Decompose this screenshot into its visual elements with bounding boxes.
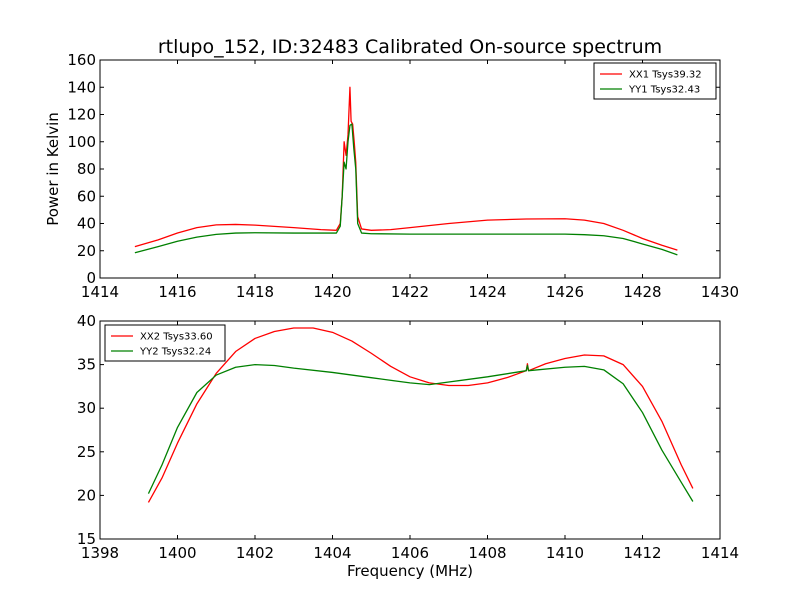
y-tick-label: 20	[77, 242, 96, 260]
x-tick-label: 1426	[546, 283, 584, 301]
y-tick-label: 25	[77, 443, 96, 461]
series-line-1	[147, 327, 694, 503]
x-tick-label: 1420	[313, 283, 351, 301]
y-tick-label: 120	[67, 106, 96, 124]
x-tick-label: 1412	[623, 544, 661, 562]
legend-box	[593, 62, 717, 100]
legend-label: YY2 Tsys32.24	[139, 347, 211, 358]
x-tick-label: 1404	[313, 544, 351, 562]
x-tick-label: 1422	[391, 283, 429, 301]
x-tick-label: 1414	[701, 544, 739, 562]
x-tick-label: 1400	[158, 544, 196, 562]
y-tick-label: 140	[67, 78, 96, 96]
subplot-1: 1414 1416 1418 1420 1422 1424 1426 1428 1430 0 20 4…	[67, 51, 739, 301]
y-tick-label: 80	[77, 160, 96, 178]
x-tick-label: 1414	[81, 283, 119, 301]
legend-label: XX2 Tsys33.60	[140, 332, 213, 343]
y-tick-label: 35	[77, 356, 96, 374]
x-tick-label: 1408	[468, 544, 506, 562]
legend: XX1 Tsys39.32 YY1 Tsys32.43	[593, 62, 717, 100]
x-tick-label: 1428	[623, 283, 661, 301]
series-line-2	[134, 123, 678, 256]
y-tick-label: 30	[77, 399, 96, 417]
x-tick-label: 1416	[158, 283, 196, 301]
y-tick-label: 15	[77, 530, 96, 548]
series-line-1	[134, 86, 678, 251]
x-tick-label: 1410	[546, 544, 584, 562]
x-tick-label: 1418	[236, 283, 274, 301]
chart-title: rtlupo_152, ID:32483 Calibrated On-sourc…	[158, 36, 662, 58]
x-tick-label: 1430	[701, 283, 739, 301]
x-tick-label: 1424	[468, 283, 506, 301]
subplot-2: 1398 1400 1402 1404 1406 1408 1410 1412 1414 15 20…	[77, 312, 739, 562]
x-tick-label: 1402	[236, 544, 274, 562]
y-axis-label-top: Power in Kelvin	[44, 112, 62, 226]
y-tick-label: 40	[77, 312, 96, 330]
y-tick-label: 100	[67, 133, 96, 151]
y-tick-label: 60	[77, 187, 96, 205]
x-axis-label: Frequency (MHz)	[347, 562, 473, 580]
legend-label: XX1 Tsys39.32	[629, 70, 702, 81]
y-tick-label: 160	[67, 51, 96, 69]
x-tick-label: 1406	[391, 544, 429, 562]
series-line-2	[147, 363, 694, 502]
legend: XX2 Tsys33.60 YY2 Tsys32.24	[104, 324, 226, 362]
y-tick-label: 20	[77, 486, 96, 504]
y-tick-label: 0	[86, 269, 96, 287]
legend-label: YY1 Tsys32.43	[628, 85, 700, 96]
x-tick-label: 1398	[81, 544, 119, 562]
legend-box	[104, 324, 226, 362]
y-tick-label: 40	[77, 215, 96, 233]
